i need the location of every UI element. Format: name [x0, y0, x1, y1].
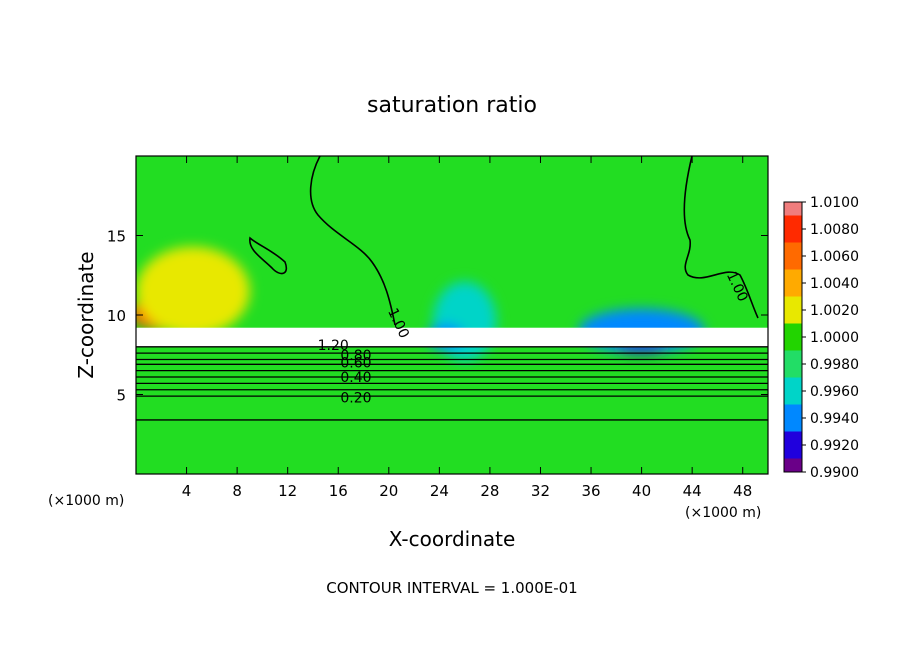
x-tick-label: 12: [278, 482, 297, 500]
colorbar-label: 0.9900: [810, 465, 859, 481]
colorbar-swatch: [784, 404, 802, 419]
contour-closed-loop: [249, 236, 288, 275]
x-tick-label: 8: [232, 482, 242, 500]
colorbar-label: 0.9960: [810, 384, 859, 400]
y-axis-label: Z-coordinate: [74, 251, 98, 378]
colorbar-swatch: [784, 323, 802, 338]
colorbar-swatch: [784, 202, 802, 216]
colorbar-swatch: [784, 256, 802, 270]
plot-area: [136, 156, 768, 474]
colorbar-swatch: [784, 229, 802, 243]
colorbar-swatch: [784, 458, 802, 473]
colorbar-label: 0.9980: [810, 357, 859, 373]
x-tick-label: 20: [379, 482, 398, 500]
colorbar-swatch: [784, 391, 802, 405]
colorbar-swatch: [784, 242, 802, 257]
contour-label: 0.80: [340, 348, 371, 364]
colorbar-label: 0.9940: [810, 411, 859, 427]
y-tick-label: 15: [107, 228, 126, 246]
y-tick-label: 10: [107, 307, 126, 325]
colorbar-swatch: [784, 215, 802, 230]
x-axis-label: X-coordinate: [389, 527, 516, 551]
x-unit-left: (×1000 m): [48, 493, 124, 509]
contour-line-1.00-right: [683, 156, 759, 319]
colorbar-swatch: [784, 364, 802, 378]
x-tick-label: 24: [430, 482, 449, 500]
x-tick-label: 48: [733, 482, 752, 500]
colorbar-swatch: [784, 377, 802, 392]
x-tick-label: 40: [632, 482, 651, 500]
x-tick-label: 4: [182, 482, 192, 500]
x-tick-label: 32: [531, 482, 550, 500]
colorbar: 1.0100 1.0080 1.0060 1.0040 1.0020 1.0000 0.99…: [783, 195, 859, 481]
colorbar-swatch: [784, 283, 802, 297]
y-tick-label: 5: [116, 387, 126, 405]
contour-line-1.00-left: [309, 156, 396, 326]
colorbar-swatch: [784, 431, 802, 446]
colorbar-label: 1.0000: [810, 330, 859, 346]
colorbar-label: 0.9920: [810, 438, 859, 454]
colorbar-swatch: [784, 310, 802, 324]
colorbar-label: 1.0060: [810, 249, 859, 265]
colorbar-swatch: [784, 269, 802, 284]
contour-interval-note: CONTOUR INTERVAL = 1.000E-01: [326, 579, 577, 597]
cloud-layer: [136, 327, 768, 347]
colorbar-swatch: [784, 350, 802, 365]
colorbar-swatch: [784, 445, 802, 459]
colorbar-label: 1.0040: [810, 276, 859, 292]
x-tick-label: 28: [480, 482, 499, 500]
contour-label: 0.20: [340, 391, 371, 407]
colorbar-swatch: [784, 296, 802, 311]
x-tick-label: 16: [329, 482, 348, 500]
contour-label: 1.20: [318, 338, 349, 354]
chart-title: saturation ratio: [367, 93, 537, 118]
x-tick-label: 44: [683, 482, 702, 500]
contour-label: 0.60: [340, 356, 371, 372]
colorbar-swatch: [784, 418, 802, 432]
x-unit-right: (×1000 m): [685, 505, 761, 521]
contour-label: 0.40: [340, 370, 371, 386]
colorbar-label: 1.0080: [810, 222, 859, 238]
colorbar-label: 1.0100: [810, 195, 859, 211]
x-tick-label: 36: [581, 482, 600, 500]
field-anomaly-1: [136, 246, 250, 336]
colorbar-swatch: [784, 337, 802, 351]
colorbar-label: 1.0020: [810, 303, 859, 319]
